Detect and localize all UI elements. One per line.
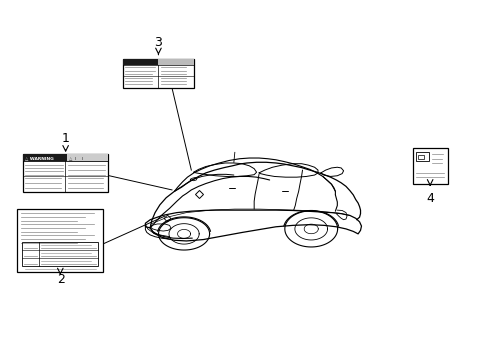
Bar: [158, 59, 194, 64]
Text: △ WARNING: △ WARNING: [25, 157, 54, 161]
Bar: [412, 148, 447, 184]
Bar: [17, 209, 103, 272]
Bar: [23, 154, 67, 161]
Text: 3: 3: [154, 36, 162, 49]
Text: 1: 1: [61, 131, 69, 145]
Bar: [22, 242, 98, 266]
Bar: [23, 154, 107, 192]
Text: 2: 2: [57, 273, 64, 286]
Text: △  I    I: △ I I: [69, 157, 83, 161]
Bar: [122, 59, 194, 88]
Bar: [415, 152, 428, 161]
Bar: [417, 156, 423, 159]
Bar: [67, 154, 107, 161]
Text: 4: 4: [426, 192, 433, 205]
Bar: [122, 59, 158, 64]
